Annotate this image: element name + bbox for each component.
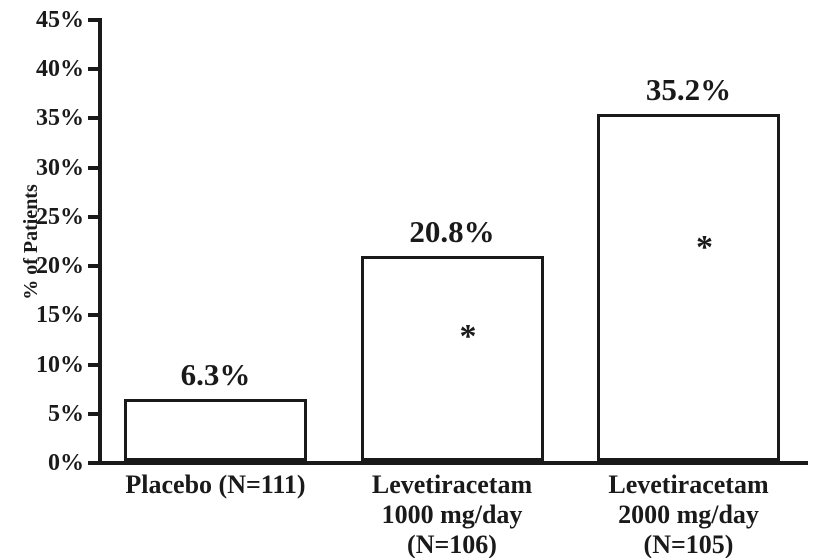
x-category-label: Levetiracetam 2000 mg/day (N=105) <box>549 470 825 558</box>
y-tick-mark <box>88 67 98 72</box>
x-category-label-line: Placebo (N=111) <box>125 470 306 499</box>
y-tick-mark <box>88 214 98 219</box>
y-tick-label: 40% <box>36 56 84 83</box>
y-tick-mark <box>88 411 98 416</box>
y-tick-label: 0% <box>48 450 84 476</box>
x-category-label-line: 1000 mg/day <box>381 500 523 529</box>
x-axis-line <box>98 461 808 465</box>
y-tick-label: 35% <box>36 105 84 132</box>
y-tick-mark <box>88 461 98 465</box>
x-category-label-line: (N=105) <box>643 530 734 558</box>
bar-value-label: 35.2% <box>645 72 732 108</box>
bar-value-label: 6.3% <box>180 356 251 392</box>
x-category-label-line: 2000 mg/day <box>618 500 759 529</box>
x-category-label-line: Levetiracetam <box>608 470 769 499</box>
y-tick-label: 45% <box>36 7 84 33</box>
y-tick-mark <box>88 165 98 170</box>
y-tick-mark <box>88 18 98 22</box>
y-tick-label: 25% <box>36 203 84 230</box>
bar <box>124 398 307 461</box>
x-category-label: Placebo (N=111) <box>76 470 356 500</box>
y-tick-mark <box>88 264 98 269</box>
y-tick-mark <box>88 362 98 367</box>
x-category-label-line: Levetiracetam <box>371 470 533 499</box>
x-category-label-line: (N=106) <box>407 530 497 558</box>
significance-asterisk: * <box>696 228 713 266</box>
y-axis-line <box>98 18 102 465</box>
bar-value-label: 20.8% <box>409 214 495 250</box>
y-tick-label: 30% <box>36 154 84 181</box>
significance-asterisk: * <box>459 317 477 355</box>
y-tick-label: 10% <box>36 351 84 378</box>
bar <box>597 114 780 461</box>
y-tick-label: 15% <box>36 302 84 329</box>
bar <box>360 256 544 461</box>
y-tick-label: 5% <box>48 400 84 427</box>
y-tick-mark <box>88 313 98 318</box>
x-category-label: Levetiracetam 1000 mg/day (N=106) <box>312 470 592 558</box>
y-tick-label: 20% <box>36 253 84 280</box>
y-tick-mark <box>88 116 98 121</box>
